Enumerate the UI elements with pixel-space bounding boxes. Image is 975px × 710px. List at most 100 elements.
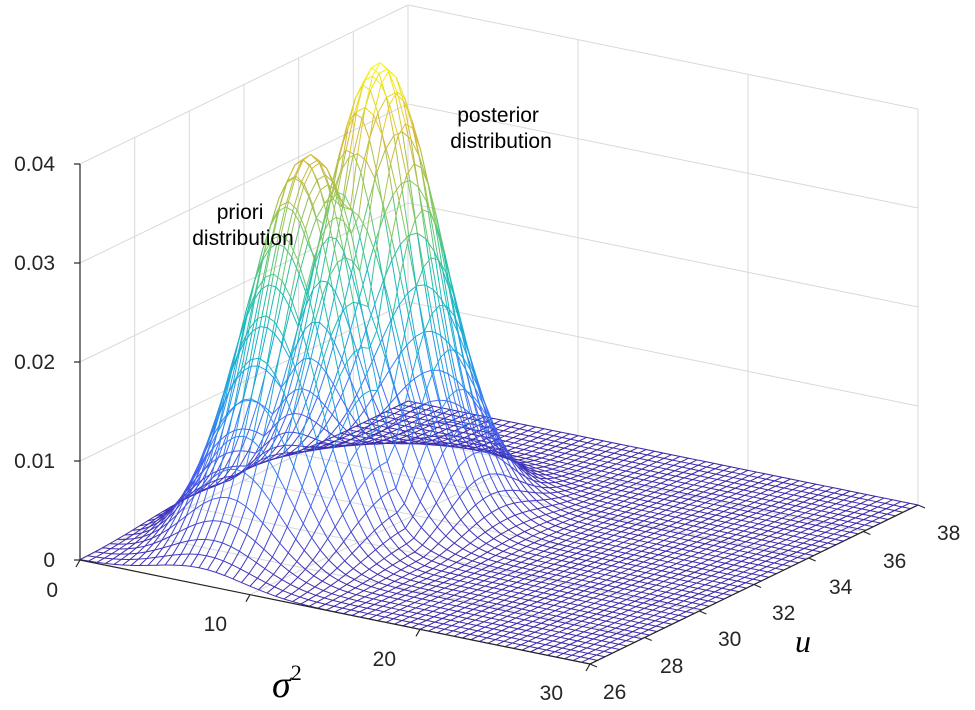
mesh-line (213, 539, 223, 544)
mesh-line (281, 242, 290, 281)
mesh-line (628, 527, 638, 531)
mesh-line (699, 557, 709, 561)
mesh-line (445, 589, 454, 594)
mesh-line (719, 532, 728, 537)
mesh-line (491, 512, 501, 523)
mesh-line (326, 605, 335, 611)
mesh-line (670, 530, 679, 534)
mesh-line (524, 453, 534, 457)
mesh-line (435, 489, 445, 504)
mesh-line (601, 640, 611, 643)
mesh-line (520, 463, 528, 466)
mesh-line (355, 84, 364, 98)
mesh-line (297, 576, 307, 583)
mesh-line (292, 596, 301, 602)
mesh-line (130, 558, 139, 566)
mesh-line (455, 600, 464, 603)
mesh-line (532, 621, 542, 624)
mesh-line (795, 546, 805, 550)
mesh-line (618, 516, 627, 522)
mesh-line (593, 597, 603, 601)
mesh-line (525, 621, 533, 626)
mesh-line (494, 453, 503, 458)
mesh-line (442, 618, 451, 621)
mesh-line (467, 504, 476, 513)
mesh-line (618, 561, 628, 565)
mesh-line (734, 569, 744, 573)
mesh-line (474, 444, 483, 449)
surface-mesh (79, 62, 919, 665)
mesh-line (619, 520, 628, 524)
mesh-line (660, 605, 669, 609)
mesh-line (483, 576, 492, 582)
mesh-line (610, 559, 620, 563)
mesh-line (323, 428, 332, 435)
mesh-line (675, 472, 684, 477)
mesh-line (839, 519, 848, 522)
mesh-line (818, 496, 827, 501)
mesh-line (365, 598, 374, 604)
mesh-line (257, 277, 266, 319)
mesh-line (378, 577, 387, 583)
mesh-line (456, 380, 465, 409)
mesh-line (351, 210, 361, 237)
mesh-line (586, 436, 596, 440)
mesh-line (607, 625, 616, 629)
mesh-line (172, 542, 181, 556)
mesh-line (454, 594, 463, 598)
mesh-line (665, 506, 674, 511)
mesh-line (486, 547, 495, 553)
mesh-line (460, 582, 469, 587)
mesh-line (540, 452, 550, 456)
mesh-line (306, 266, 315, 295)
mesh-line (538, 438, 547, 444)
mesh-line (481, 476, 491, 495)
mesh-line (345, 113, 355, 151)
mesh-line (494, 630, 503, 635)
mesh-line (612, 525, 621, 531)
mesh-line (310, 506, 320, 525)
mesh-line (439, 305, 449, 351)
mesh-line (410, 575, 419, 581)
mesh-line (334, 526, 345, 542)
mesh-line (359, 607, 368, 613)
mesh-line (565, 539, 575, 543)
mesh-line (522, 610, 531, 615)
mesh-line (371, 423, 380, 434)
mesh-line (722, 505, 731, 509)
mesh-line (602, 475, 611, 479)
mesh-line (479, 551, 488, 558)
mesh-line (721, 500, 730, 504)
mesh-line (587, 479, 596, 484)
mesh-line (315, 590, 324, 596)
mesh-line (665, 550, 675, 554)
mesh-line (563, 444, 572, 449)
mesh-line (312, 559, 322, 569)
mesh-line (247, 556, 257, 564)
mesh-line (469, 369, 479, 387)
mesh-line (461, 632, 471, 635)
mesh-line (521, 605, 530, 610)
mesh-line (244, 330, 253, 342)
mesh-line (315, 202, 326, 219)
mesh-line (281, 344, 291, 359)
mesh-line (344, 154, 354, 196)
mesh-line (643, 479, 653, 483)
mesh-line (450, 444, 458, 447)
mesh-line (638, 531, 646, 536)
mesh-line (507, 612, 515, 617)
mesh-line (337, 306, 347, 319)
mesh-line (657, 463, 666, 468)
mesh-line (599, 502, 608, 507)
mesh-line (553, 473, 563, 477)
mesh-line (304, 559, 314, 570)
mesh-line (247, 541, 256, 557)
mesh-line (429, 536, 439, 545)
mesh-line (556, 528, 565, 533)
mesh-line (527, 464, 536, 466)
mesh-line (672, 456, 681, 461)
mesh-line (233, 368, 243, 407)
mesh-line (723, 469, 733, 473)
mesh-line (422, 594, 430, 600)
mesh-line (646, 532, 655, 538)
